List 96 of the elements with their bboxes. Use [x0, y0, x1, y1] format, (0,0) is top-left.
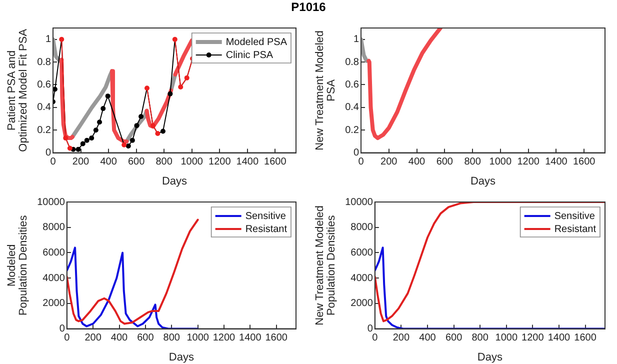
y-tick-label: 0: [45, 148, 52, 159]
point: [105, 94, 110, 99]
x-tick-label: 1600: [265, 332, 288, 344]
point: [168, 91, 173, 96]
x-tick-label: 400: [100, 156, 118, 168]
legend-label: Sensitive: [554, 210, 596, 222]
x-tick-label: 1000: [186, 332, 210, 344]
point: [89, 136, 94, 141]
point: [80, 141, 86, 146]
y-axis-title: Patient PSA and Optimized Model Fit PSA: [6, 28, 30, 152]
x-axis-title: Days: [162, 175, 188, 188]
point: [93, 128, 98, 133]
x-tick-label: 1600: [572, 156, 596, 168]
y-axis-title: New Treatment Modeled PSA: [314, 30, 338, 150]
y-tick-label: 0.6: [37, 79, 52, 90]
point: [122, 142, 127, 148]
y-tick-label: 2000: [350, 298, 374, 310]
x-axis-title: Days: [168, 351, 194, 364]
point: [59, 36, 64, 42]
x-tick-label: 200: [392, 332, 410, 344]
legend-label: Clinic PSA: [226, 50, 274, 61]
point: [84, 138, 90, 143]
point: [53, 86, 58, 92]
x-tick-label: 800: [472, 332, 489, 344]
x-tick-label: 1000: [489, 156, 512, 168]
y-tick-label: 0.8: [37, 56, 52, 68]
x-axis-title: Days: [477, 351, 503, 364]
point: [138, 114, 144, 119]
x-tick-label: 1200: [212, 332, 236, 344]
y-tick-label: 1: [353, 34, 360, 46]
point: [184, 75, 190, 80]
x-tick-label: 1400: [239, 332, 262, 344]
x-tick-label: 1200: [517, 156, 540, 168]
x-tick-label: 1600: [574, 332, 597, 344]
x-tick-label: 400: [419, 332, 436, 344]
y-tick-label: 0.2: [37, 124, 52, 136]
y-tick-label: 0: [367, 324, 374, 335]
y-tick-label: 4000: [350, 272, 374, 284]
point: [126, 143, 131, 148]
y-tick-label: 10000: [345, 196, 374, 208]
point: [76, 146, 81, 152]
x-tick-label: 1000: [180, 156, 204, 168]
legend-label: Resistant: [554, 224, 596, 235]
y-tick-label: 6000: [42, 247, 66, 258]
x-tick-label: 1200: [522, 332, 544, 344]
x-tick-label: 600: [128, 156, 146, 168]
y-tick-label: 2000: [42, 298, 66, 310]
point: [160, 128, 166, 134]
y-tick-label: 8000: [350, 222, 374, 234]
legend-label: Resistant: [245, 224, 288, 235]
point: [172, 36, 178, 42]
y-axis-title: Modeled Population Densities: [6, 214, 30, 316]
y-tick-label: 1: [45, 34, 52, 46]
point: [130, 138, 135, 143]
y-tick-label: 10000: [37, 196, 66, 208]
x-tick-label: 600: [445, 332, 463, 344]
x-tick-label: 1400: [236, 156, 259, 168]
x-tick-label: 1000: [495, 332, 518, 344]
point: [178, 84, 184, 90]
x-tick-label: 600: [137, 332, 154, 344]
y-tick-label: 0.2: [345, 124, 360, 136]
x-tick-label: 800: [464, 156, 482, 168]
y-tick-label: 0: [353, 148, 360, 159]
x-tick-label: 200: [72, 156, 90, 168]
y-tick-label: 4000: [42, 272, 66, 284]
y-tick-label: 0.6: [345, 79, 360, 90]
x-tick-label: 200: [380, 156, 398, 168]
y-tick-label: 8000: [42, 222, 66, 234]
legend-label: Sensitive: [245, 210, 286, 222]
legend-label: Modeled PSA: [226, 36, 288, 48]
y-tick-label: 0.4: [37, 102, 52, 114]
point: [155, 131, 160, 136]
y-axis-title: New Treatment Modeled Population Densities: [314, 205, 338, 326]
point: [150, 123, 156, 128]
y-tick-label: 6000: [350, 247, 374, 258]
x-tick-label: 400: [110, 332, 128, 344]
point: [67, 146, 72, 151]
x-tick-label: 800: [163, 332, 180, 344]
y-tick-label: 0: [59, 324, 66, 335]
chart-title: P1016: [290, 0, 327, 14]
point: [100, 106, 106, 112]
point: [63, 136, 68, 141]
x-tick-label: 1400: [548, 332, 571, 344]
point: [144, 86, 150, 91]
y-tick-label: 0.4: [345, 102, 360, 114]
x-tick-label: 800: [156, 156, 173, 168]
x-tick-label: 600: [436, 156, 454, 168]
x-tick-label: 200: [84, 332, 102, 344]
y-tick-label: 0.8: [345, 56, 360, 68]
x-axis-title: Days: [470, 175, 496, 188]
x-tick-label: 1400: [545, 156, 568, 168]
point: [134, 123, 140, 128]
point: [97, 120, 102, 125]
x-tick-label: 1200: [208, 156, 232, 168]
x-tick-label: 1600: [264, 156, 287, 168]
x-tick-label: 400: [408, 156, 426, 168]
